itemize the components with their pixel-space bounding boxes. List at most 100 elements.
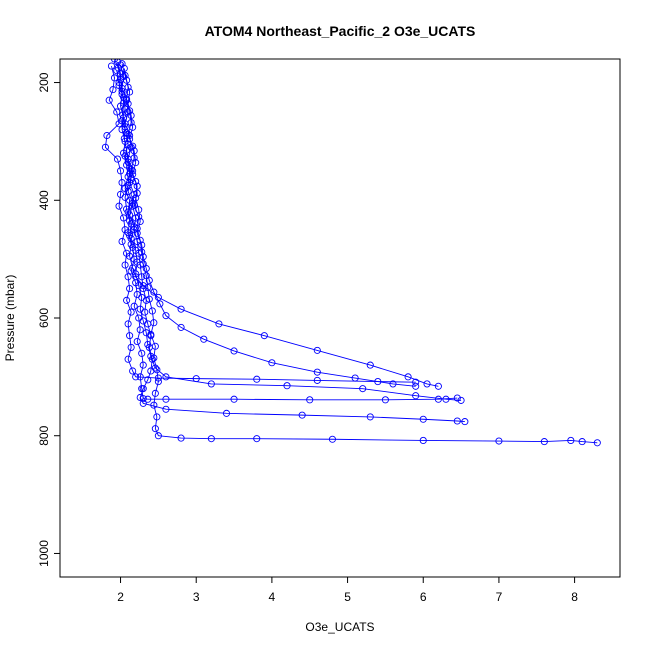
data-point xyxy=(116,102,125,110)
series-7 xyxy=(113,67,461,404)
data-point xyxy=(120,214,128,222)
series-1 xyxy=(110,59,442,390)
data-point xyxy=(129,123,137,131)
data-point xyxy=(107,62,116,70)
data-point xyxy=(313,346,321,354)
data-point xyxy=(123,249,131,257)
data-point xyxy=(200,335,208,343)
data-point xyxy=(253,375,261,383)
data-point xyxy=(567,436,575,444)
data-point xyxy=(177,305,185,313)
data-point xyxy=(124,100,132,108)
x-axis-label: O3e_UCATS xyxy=(305,620,374,634)
data-point xyxy=(136,373,144,381)
x-axis: 2 3 4 5 6 7 8 xyxy=(117,577,578,604)
data-point xyxy=(162,405,170,413)
data-point xyxy=(139,399,147,407)
data-point xyxy=(133,182,141,190)
data-point xyxy=(162,312,170,320)
data-point xyxy=(434,382,442,390)
x-tick-label: 5 xyxy=(344,590,351,604)
series-line xyxy=(116,70,458,401)
data-point xyxy=(151,425,159,433)
data-point xyxy=(153,366,161,374)
series-3 xyxy=(116,61,469,426)
data-point xyxy=(101,143,109,151)
data-point xyxy=(123,95,131,103)
data-point xyxy=(593,439,601,447)
data-point xyxy=(129,142,137,150)
data-point xyxy=(404,373,412,381)
data-point xyxy=(434,395,442,403)
data-point xyxy=(412,378,420,386)
data-point xyxy=(389,380,397,388)
data-point xyxy=(126,107,134,115)
data-point xyxy=(366,413,374,421)
data-point xyxy=(144,376,152,384)
data-point xyxy=(461,418,469,426)
data-point xyxy=(457,396,465,404)
series-line xyxy=(123,68,416,387)
data-point xyxy=(121,137,129,145)
series-line xyxy=(104,65,416,383)
data-point xyxy=(253,435,261,443)
series-6 xyxy=(120,64,420,390)
data-point xyxy=(126,332,134,340)
data-point xyxy=(127,343,135,351)
data-point xyxy=(130,154,138,162)
data-point xyxy=(132,177,140,185)
data-point xyxy=(351,374,359,382)
data-point xyxy=(130,147,138,155)
data-point xyxy=(230,395,238,403)
data-point xyxy=(578,438,586,446)
data-point xyxy=(207,435,215,443)
data-point xyxy=(103,131,111,140)
data-point xyxy=(374,378,382,386)
x-tick-label: 3 xyxy=(193,590,200,604)
data-point xyxy=(124,355,132,363)
data-point xyxy=(129,367,137,375)
data-point xyxy=(132,194,140,202)
data-point xyxy=(313,376,321,384)
data-point xyxy=(126,232,134,240)
data-point xyxy=(123,296,131,304)
data-point xyxy=(138,273,146,281)
data-point xyxy=(124,320,132,328)
data-point xyxy=(138,241,146,249)
data-point xyxy=(359,385,367,393)
data-point xyxy=(116,167,125,175)
data-point xyxy=(127,220,135,228)
plot-content xyxy=(101,59,601,447)
data-point xyxy=(141,308,149,316)
data-point xyxy=(133,337,141,346)
x-tick-label: 7 xyxy=(496,590,503,604)
data-point xyxy=(132,373,140,381)
x-tick-label: 2 xyxy=(117,590,124,604)
data-point xyxy=(118,237,126,246)
x-tick-label: 4 xyxy=(269,590,276,604)
series-5 xyxy=(101,62,420,386)
data-point xyxy=(118,90,126,98)
data-point xyxy=(133,189,141,197)
data-point xyxy=(133,290,141,299)
data-point xyxy=(126,88,134,96)
data-point xyxy=(127,119,135,127)
data-point xyxy=(139,395,147,403)
data-point xyxy=(129,170,137,178)
data-point xyxy=(121,226,129,234)
data-point xyxy=(145,276,153,284)
data-point xyxy=(135,206,143,214)
data-point xyxy=(162,395,170,403)
data-point xyxy=(453,417,461,425)
data-point xyxy=(113,67,121,75)
data-point xyxy=(423,380,431,388)
data-point xyxy=(540,438,548,446)
data-point xyxy=(328,435,336,443)
data-point xyxy=(147,330,155,339)
data-point xyxy=(150,288,158,296)
data-point xyxy=(150,319,158,327)
data-point xyxy=(105,96,113,104)
data-point xyxy=(139,253,147,261)
data-point xyxy=(118,179,126,187)
data-point xyxy=(268,359,276,367)
